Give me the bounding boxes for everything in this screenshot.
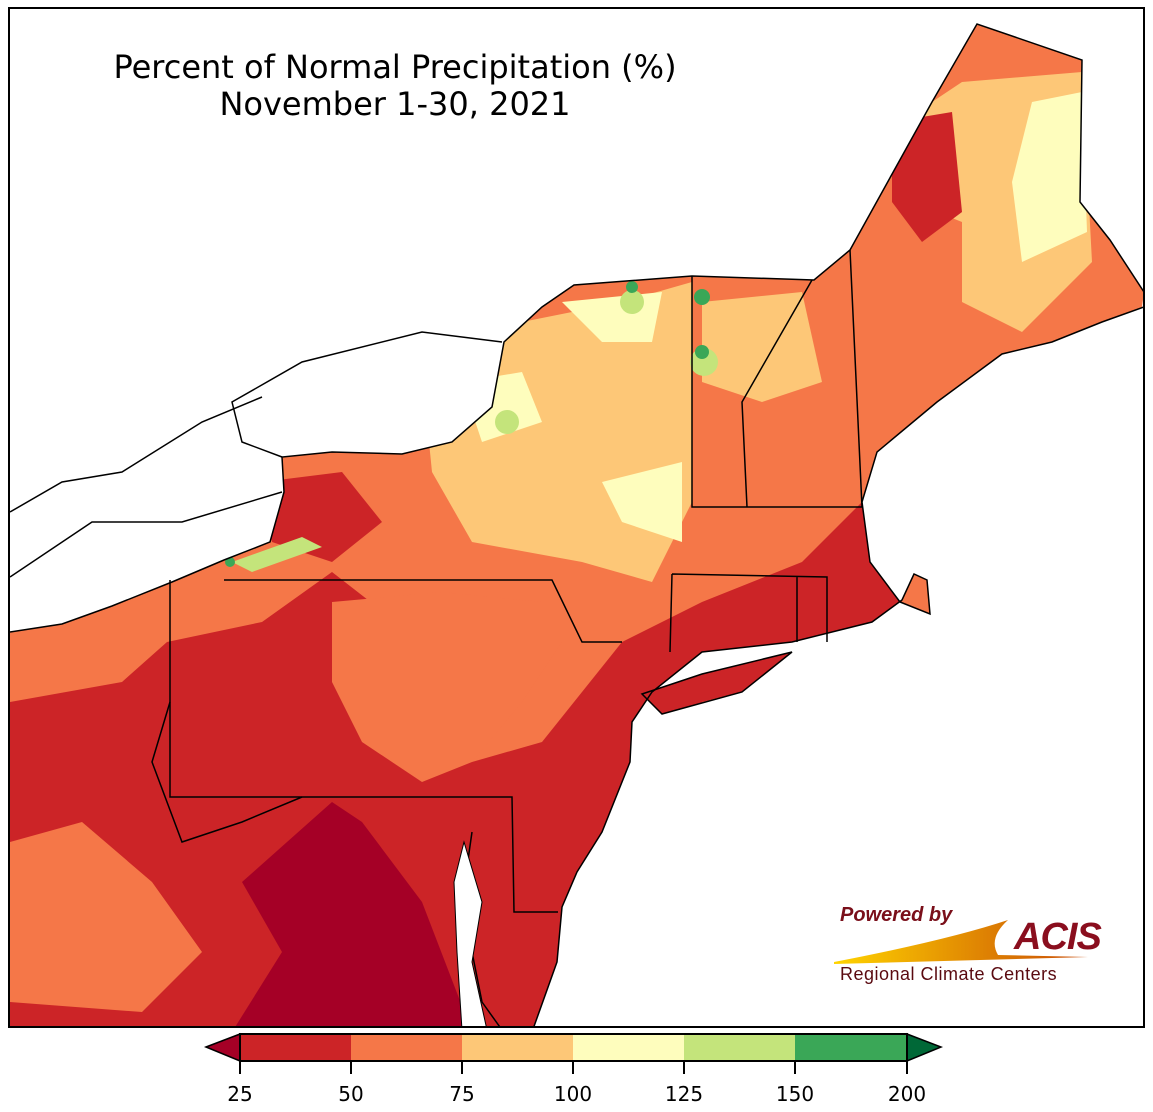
map-title: Percent of Normal Precipitation (%) Nove… — [50, 49, 740, 123]
bin-125-150 — [684, 1034, 795, 1061]
bin-25-50 — [240, 1034, 351, 1061]
tick-label: 150 — [775, 1082, 815, 1106]
map-frame: Percent of Normal Precipitation (%) Nove… — [8, 7, 1145, 1028]
bin-100-125 — [573, 1034, 684, 1061]
acis-logo: Powered by ACIS Regional Climate Centers — [828, 900, 1108, 990]
tick-label: 100 — [553, 1082, 593, 1106]
below-arrow — [203, 1032, 241, 1063]
tick-label: 75 — [449, 1082, 475, 1106]
precipitation-map — [10, 23, 1143, 1026]
title-line-2: November 1-30, 2021 — [219, 85, 571, 123]
tick-label: 200 — [887, 1082, 927, 1106]
above-arrow — [906, 1032, 944, 1063]
bin-50-75 — [351, 1034, 462, 1061]
tick-label: 125 — [664, 1082, 704, 1106]
acis-text: ACIS — [1014, 916, 1102, 958]
bin-75-100 — [462, 1034, 573, 1061]
bin-150-200 — [795, 1034, 907, 1061]
rcc-text: Regional Climate Centers — [840, 964, 1058, 984]
title-line-1: Percent of Normal Precipitation (%) — [113, 48, 677, 86]
color-legend: 25 50 75 100 125 150 200 — [200, 1030, 950, 1110]
tick-label: 50 — [338, 1082, 364, 1106]
powered-by-text: Powered by — [840, 904, 953, 926]
colorbar — [203, 1032, 944, 1074]
swoosh-graphic — [834, 920, 1088, 964]
tick-label: 25 — [227, 1082, 253, 1106]
